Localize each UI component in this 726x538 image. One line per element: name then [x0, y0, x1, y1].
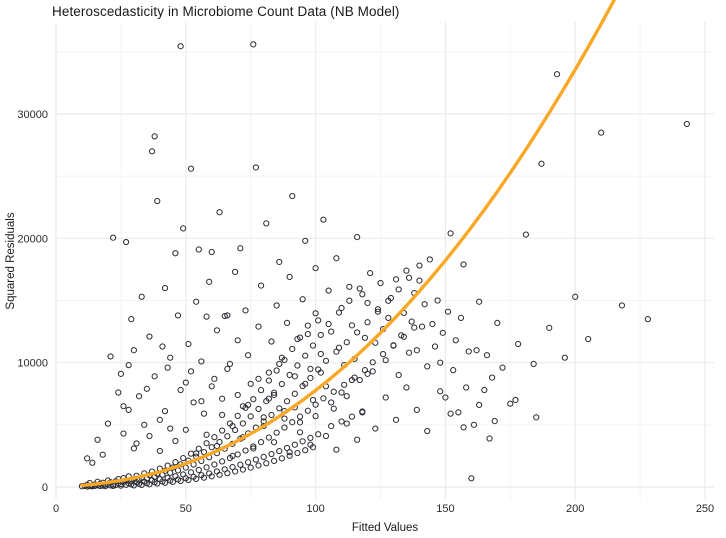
- fit-curve-line: [80, 0, 616, 488]
- x-tick-label: 100: [306, 503, 324, 515]
- y-tick-labels: 0 10000 20000 30000: [17, 109, 48, 494]
- x-tick-label: 250: [696, 503, 714, 515]
- data-points: [78, 41, 690, 490]
- x-tick-label: 0: [53, 503, 59, 515]
- minor-gridlines: [56, 22, 714, 500]
- x-tick-label: 200: [566, 503, 584, 515]
- x-tick-labels: 0 50 100 150 200 250: [53, 503, 714, 515]
- y-axis-title: Squared Residuals: [5, 212, 17, 309]
- y-tick-label: 20000: [17, 233, 48, 245]
- y-tick-label: 10000: [17, 358, 48, 370]
- chart-title: Heteroscedasticity in Microbiome Count D…: [52, 4, 400, 19]
- major-gridlines: [55, 22, 714, 500]
- y-tick-label: 30000: [17, 109, 48, 121]
- x-tick-label: 50: [180, 503, 192, 515]
- x-tick-label: 150: [436, 503, 454, 515]
- x-axis-title: Fitted Values: [352, 522, 419, 534]
- y-tick-label: 0: [42, 482, 48, 494]
